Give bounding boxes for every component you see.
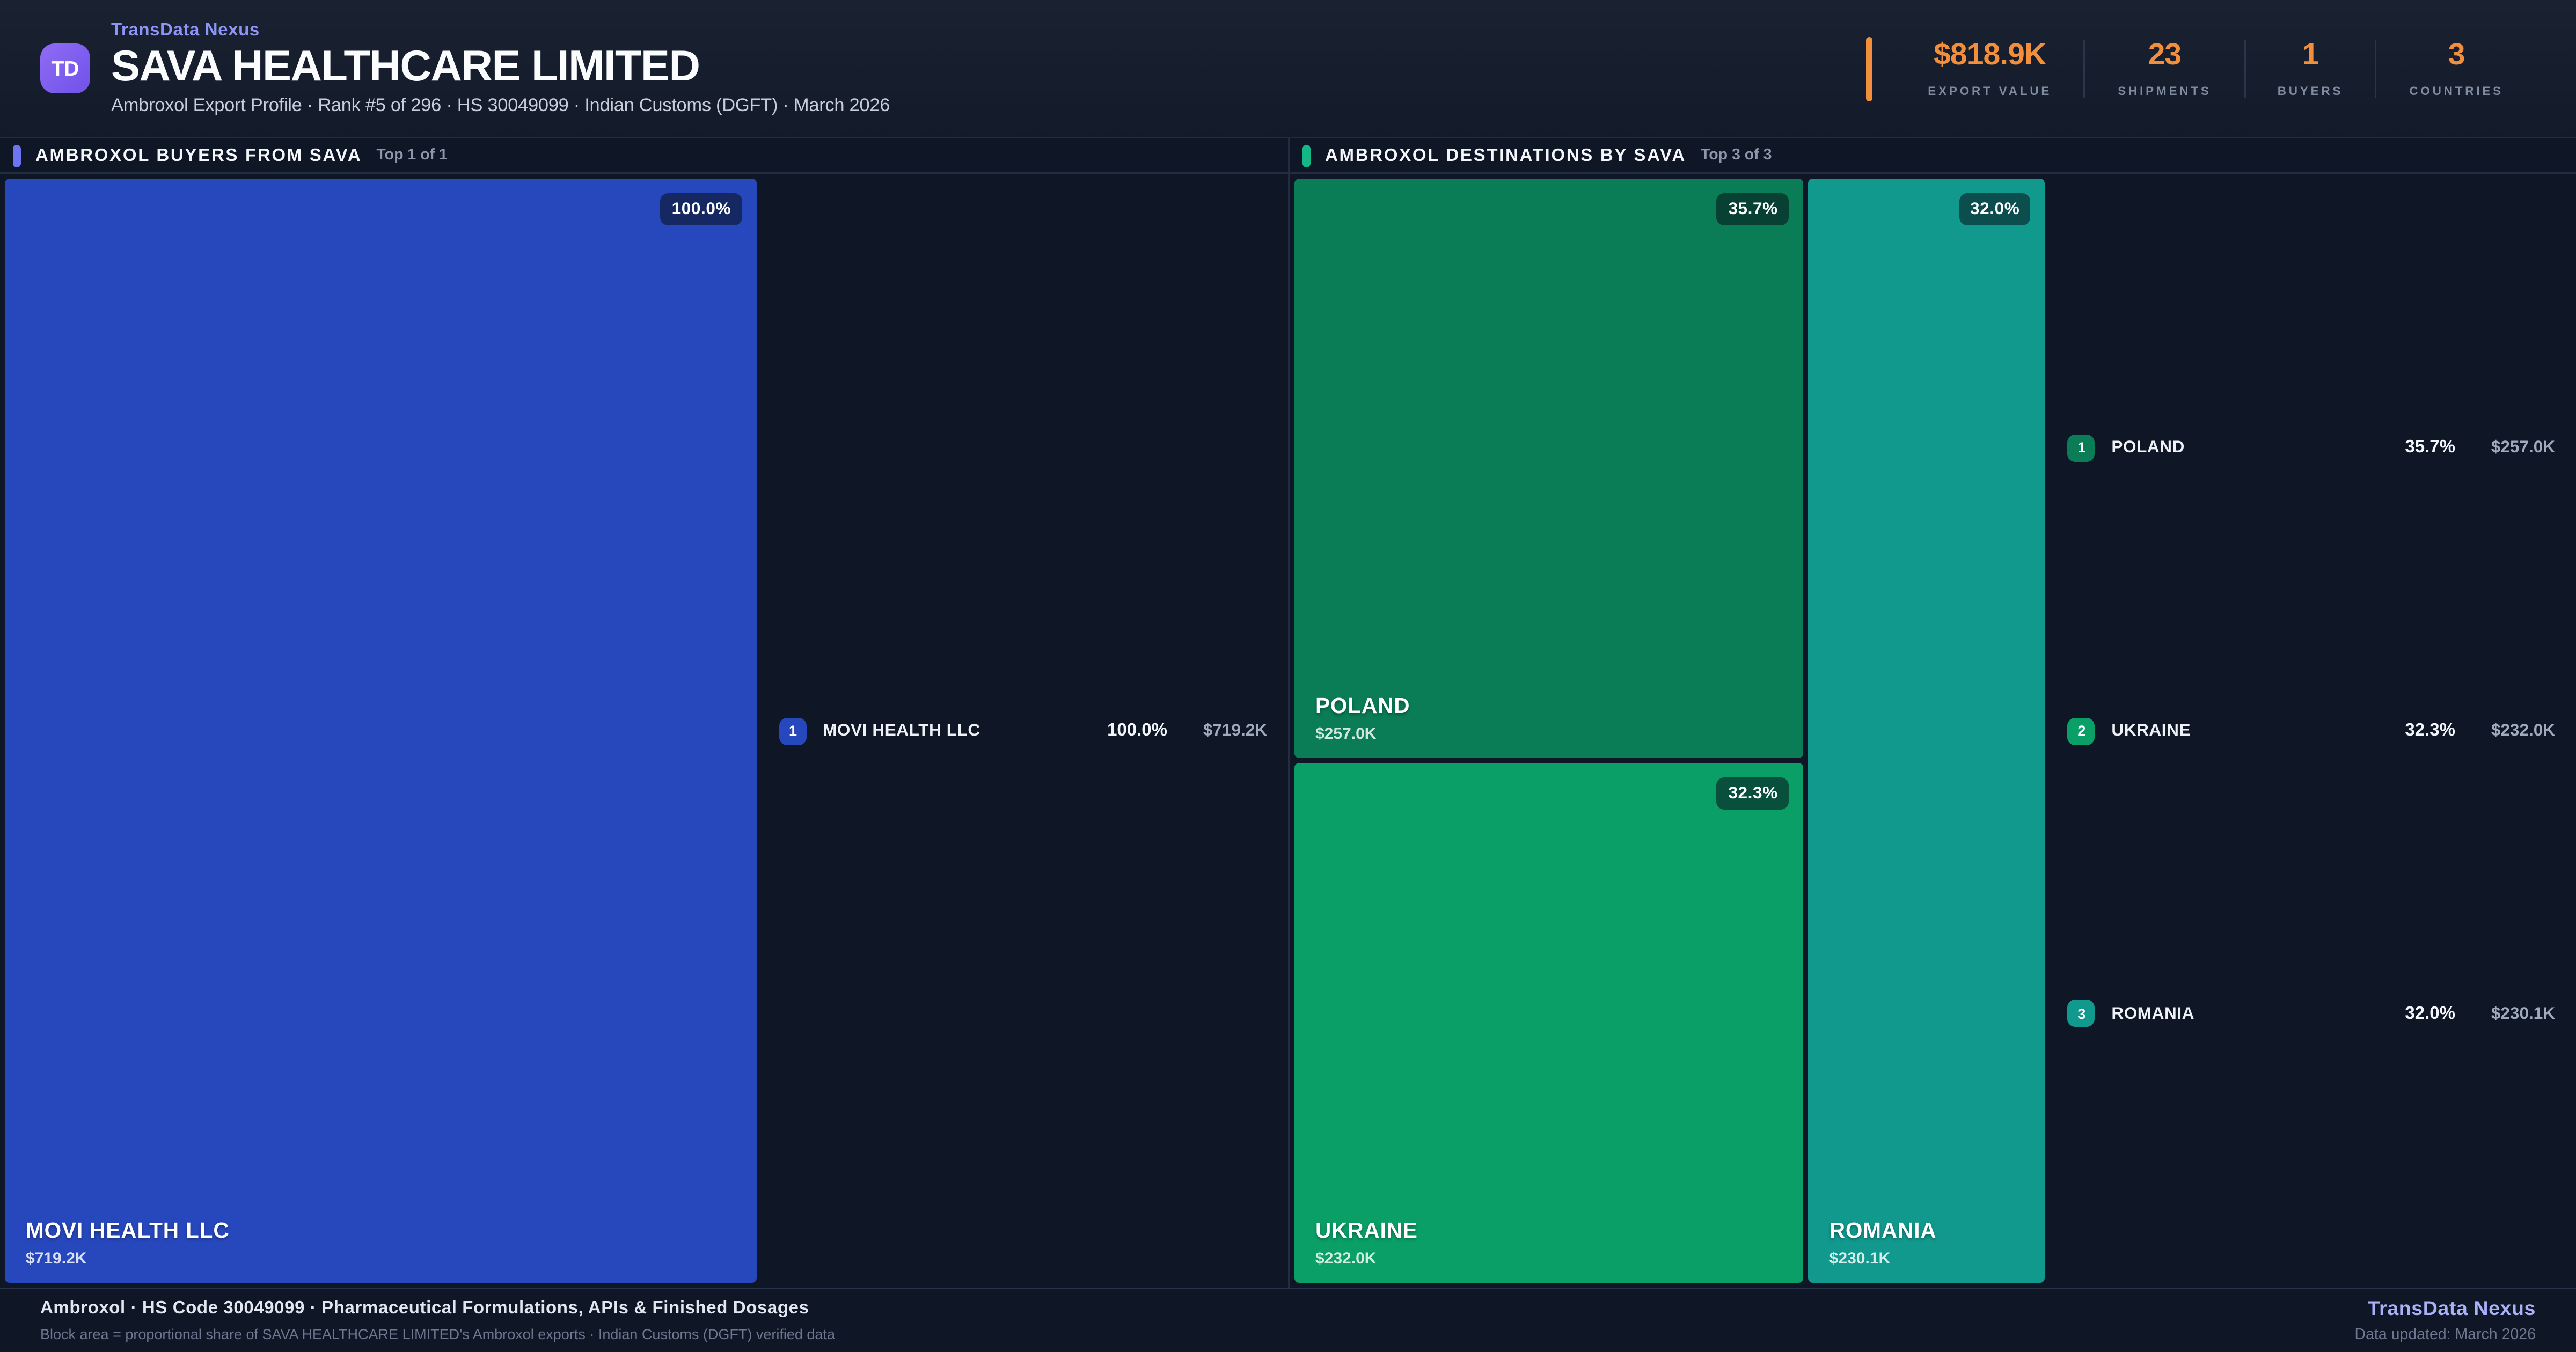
app-header: TD TransData Nexus SAVA HEALTHCARE LIMIT… xyxy=(0,0,2576,138)
destinations-legend: 1 POLAND 35.7% $257.0K 2 UKRAINE 32.3% $… xyxy=(2045,179,2576,1283)
stat-divider xyxy=(2243,39,2245,98)
buyers-treemap: 100.0% MOVI HEALTH LLC $719.2K xyxy=(5,179,757,1283)
legend-metrics: 35.7% $257.0K xyxy=(2405,438,2555,458)
treemap-main-column: 35.7% POLAND $257.0K 32.3% UKRAINE xyxy=(1294,179,1804,1283)
treemap-block-poland[interactable]: 35.7% POLAND $257.0K xyxy=(1294,179,1804,759)
panel-title: AMBROXOL BUYERS FROM SAVA xyxy=(35,145,362,165)
block-name: POLAND xyxy=(1315,694,1410,718)
share-badge: 32.0% xyxy=(1959,193,2031,225)
brand-logo: TD xyxy=(40,43,90,93)
legend-name: POLAND xyxy=(2111,438,2185,458)
stat-export-value: $818.9K EXPORT VALUE xyxy=(1896,39,2084,98)
block-label: POLAND $257.0K xyxy=(1315,694,1410,744)
legend-item-movi-health-llc[interactable]: 1 MOVI HEALTH LLC 100.0% $719.2K xyxy=(779,717,1267,745)
header-title-block: TransData Nexus SAVA HEALTHCARE LIMITED … xyxy=(111,21,890,116)
panel-subtitle: Top 1 of 1 xyxy=(376,146,448,164)
stats-accent-bar xyxy=(1867,36,1874,101)
panel-title: AMBROXOL DESTINATIONS BY SAVA xyxy=(1325,145,1686,165)
stat-label: BUYERS xyxy=(2277,84,2344,98)
block-value: $719.2K xyxy=(26,1251,87,1268)
legend-metrics: 32.0% $230.1K xyxy=(2405,1004,2555,1023)
company-title: SAVA HEALTHCARE LIMITED xyxy=(111,42,700,90)
stat-value: $818.9K xyxy=(1934,39,2046,72)
legend-percent: 32.3% xyxy=(2405,721,2455,740)
stat-divider xyxy=(2375,39,2377,98)
panel-buyers-body: 100.0% MOVI HEALTH LLC $719.2K 1 MOVI HE… xyxy=(0,174,1288,1288)
legend-name: ROMANIA xyxy=(2111,1004,2195,1024)
block-label: MOVI HEALTH LLC $719.2K xyxy=(26,1218,230,1268)
legend-metrics: 32.3% $232.0K xyxy=(2405,721,2555,740)
legend-value: $719.2K xyxy=(1203,721,1267,740)
legend-percent: 32.0% xyxy=(2405,1004,2455,1024)
block-label: UKRAINE $232.0K xyxy=(1315,1218,1418,1268)
treemap-side-column: 32.0% ROMANIA $230.1K xyxy=(1808,179,2046,1283)
rank-badge: 2 xyxy=(2068,717,2096,745)
panel-buyers-header: AMBROXOL BUYERS FROM SAVA Top 1 of 1 xyxy=(0,138,1288,174)
block-name: MOVI HEALTH LLC xyxy=(26,1218,230,1243)
stat-countries: 3 COUNTRIES xyxy=(2377,39,2536,98)
rank-badge: 3 xyxy=(2068,1000,2096,1027)
stat-value: 1 xyxy=(2302,39,2319,72)
panel-accent-bar xyxy=(13,144,21,167)
footer-brand: TransData Nexus xyxy=(2367,1297,2536,1320)
panel-destinations-header: AMBROXOL DESTINATIONS BY SAVA Top 3 of 3 xyxy=(1290,138,2576,174)
app-footer: Ambroxol · HS Code 30049099 · Pharmaceut… xyxy=(0,1288,2576,1352)
legend-value: $232.0K xyxy=(2491,721,2555,740)
share-badge: 35.7% xyxy=(1717,193,1789,225)
panel-buyers: AMBROXOL BUYERS FROM SAVA Top 1 of 1 100… xyxy=(0,138,1288,1288)
summary-stats: $818.9K EXPORT VALUE 23 SHIPMENTS 1 BUYE… xyxy=(1867,36,2536,101)
footer-left: Ambroxol · HS Code 30049099 · Pharmaceut… xyxy=(40,1299,835,1342)
buyers-legend: 1 MOVI HEALTH LLC 100.0% $719.2K xyxy=(757,179,1288,1283)
treemap-block-romania[interactable]: 32.0% ROMANIA $230.1K xyxy=(1808,179,2046,1283)
footer-right: TransData Nexus Data updated: March 2026 xyxy=(2355,1297,2536,1344)
panel-destinations-body: 35.7% POLAND $257.0K 32.3% UKRAINE xyxy=(1290,174,2576,1288)
rank-badge: 1 xyxy=(779,717,807,745)
panel-subtitle: Top 3 of 3 xyxy=(1700,146,1772,164)
legend-value: $230.1K xyxy=(2491,1004,2555,1024)
footer-updated: Data updated: March 2026 xyxy=(2354,1326,2536,1344)
brand-name: TransData Nexus xyxy=(111,21,260,40)
legend-value: $257.0K xyxy=(2491,438,2555,458)
block-label: ROMANIA $230.1K xyxy=(1829,1218,1937,1268)
block-value: $257.0K xyxy=(1315,726,1377,744)
legend-metrics: 100.0% $719.2K xyxy=(1107,721,1267,740)
footer-methodology-note: Block area = proportional share of SAVA … xyxy=(40,1326,835,1342)
stat-value: 3 xyxy=(2448,39,2465,72)
footer-product-line: Ambroxol · HS Code 30049099 · Pharmaceut… xyxy=(40,1299,809,1318)
legend-name: UKRAINE xyxy=(2111,721,2191,740)
block-name: UKRAINE xyxy=(1315,1218,1418,1243)
panel-destinations: AMBROXOL DESTINATIONS BY SAVA Top 3 of 3… xyxy=(1288,138,2576,1288)
block-value: $232.0K xyxy=(1315,1251,1377,1268)
report-subtitle: Ambroxol Export Profile · Rank #5 of 296… xyxy=(111,97,890,116)
legend-item-romania[interactable]: 3 ROMANIA 32.0% $230.1K xyxy=(2068,1000,2555,1027)
legend-item-poland[interactable]: 1 POLAND 35.7% $257.0K xyxy=(2068,434,2555,462)
stat-shipments: 23 SHIPMENTS xyxy=(2085,39,2243,98)
treemap-block-movi-health-llc[interactable]: 100.0% MOVI HEALTH LLC $719.2K xyxy=(5,179,757,1283)
treemap-columns: 35.7% POLAND $257.0K 32.3% UKRAINE xyxy=(1294,179,2046,1283)
treemap-block-ukraine[interactable]: 32.3% UKRAINE $232.0K xyxy=(1294,763,1804,1283)
legend-percent: 100.0% xyxy=(1107,721,1167,740)
block-value: $230.1K xyxy=(1829,1251,1891,1268)
legend-name: MOVI HEALTH LLC xyxy=(823,721,980,740)
block-name: ROMANIA xyxy=(1829,1218,1937,1243)
legend-percent: 35.7% xyxy=(2405,438,2455,458)
legend-item-ukraine[interactable]: 2 UKRAINE 32.3% $232.0K xyxy=(2068,717,2555,745)
stat-divider xyxy=(2084,39,2086,98)
rank-badge: 1 xyxy=(2068,434,2096,462)
stat-label: SHIPMENTS xyxy=(2118,84,2212,98)
stat-buyers: 1 BUYERS xyxy=(2245,39,2376,98)
dashboard-content: AMBROXOL BUYERS FROM SAVA Top 1 of 1 100… xyxy=(0,138,2576,1288)
stat-label: COUNTRIES xyxy=(2409,84,2504,98)
stat-value: 23 xyxy=(2148,39,2182,72)
destinations-treemap: 35.7% POLAND $257.0K 32.3% UKRAINE xyxy=(1294,179,2046,1283)
panel-accent-bar xyxy=(1302,144,1311,167)
share-badge: 32.3% xyxy=(1717,777,1789,810)
share-badge: 100.0% xyxy=(660,193,743,225)
stat-label: EXPORT VALUE xyxy=(1928,84,2052,98)
